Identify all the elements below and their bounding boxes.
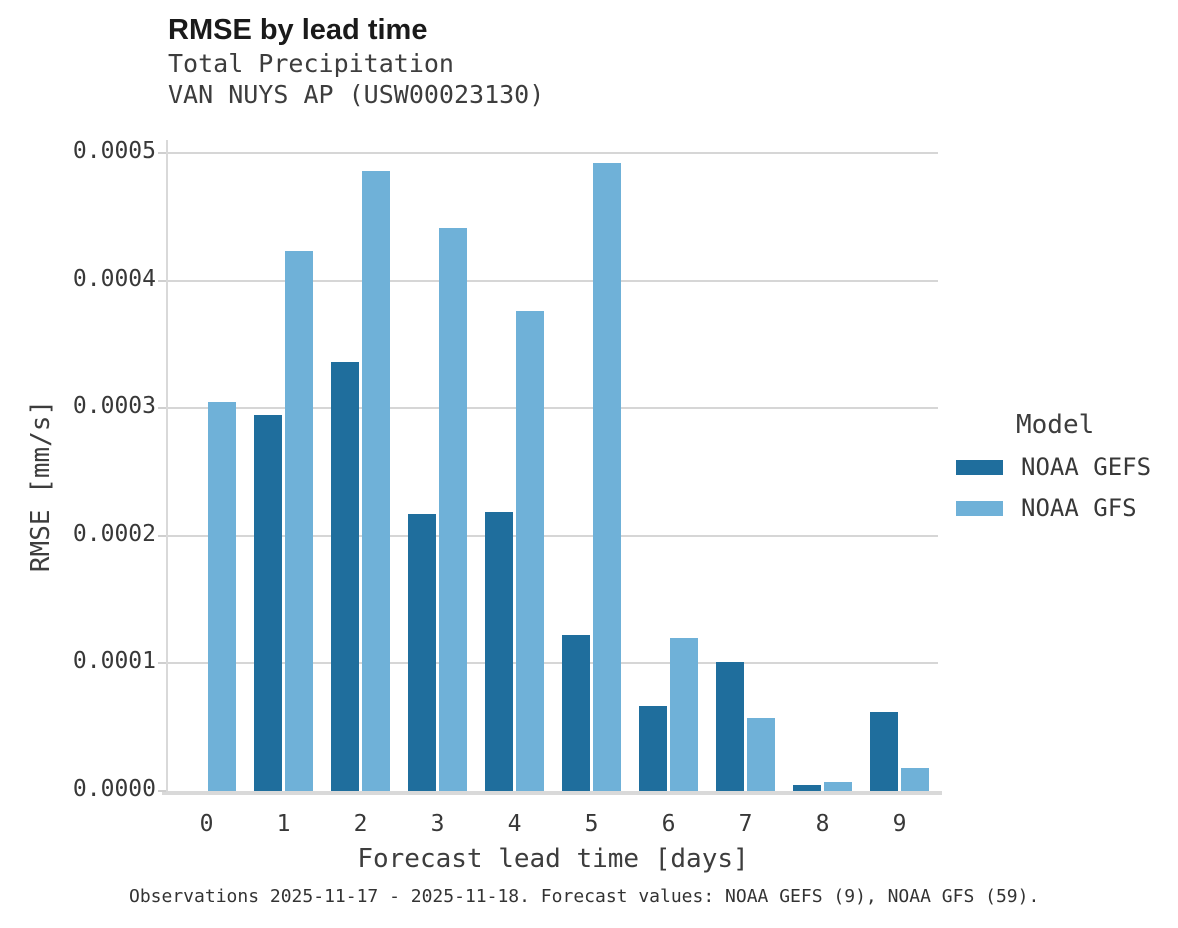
plot-area (158, 140, 942, 795)
bar-noaa-gfs-lead-9 (901, 768, 929, 791)
gridline-y-0.0001 (168, 662, 938, 665)
y-tick-label: 0.0001 (72, 648, 156, 675)
x-axis-label: Forecast lead time [days] (357, 844, 749, 874)
bar-noaa-gfs-lead-7 (747, 718, 775, 791)
y-axis-spine (166, 140, 168, 793)
bar-noaa-gefs-lead-6 (639, 706, 667, 791)
bar-noaa-gefs-lead-2 (331, 362, 359, 791)
chart-title: RMSE by lead time (168, 14, 428, 46)
legend-label-gfs: NOAA GFS (1021, 494, 1137, 522)
y-tick-mark (158, 534, 166, 537)
x-tick-label-0: 0 (199, 811, 214, 837)
y-tick-label: 0.0002 (72, 520, 156, 547)
bar-noaa-gfs-lead-1 (285, 251, 313, 791)
bar-noaa-gefs-lead-5 (562, 635, 590, 791)
bar-noaa-gefs-lead-4 (485, 512, 513, 791)
y-tick-label: 0.0005 (72, 138, 156, 164)
bar-noaa-gefs-lead-7 (716, 662, 744, 791)
caption: Observations 2025-11-17 - 2025-11-18. Fo… (129, 886, 1040, 907)
bar-noaa-gfs-lead-0 (208, 402, 236, 791)
y-tick-mark (158, 790, 166, 792)
x-tick-label-6: 6 (661, 811, 676, 837)
y-tick-mark (158, 662, 166, 665)
y-tick-mark (158, 279, 166, 282)
bar-noaa-gfs-lead-6 (670, 638, 698, 791)
x-axis-line (162, 791, 942, 795)
x-tick-label-9: 9 (892, 811, 907, 837)
y-tick-mark (158, 407, 166, 410)
x-tick-label-5: 5 (584, 811, 599, 837)
gefs-color-swatch (956, 459, 1003, 475)
legend: Model NOAA GEFS NOAA GFS (956, 410, 1151, 522)
chart-subtitle-variable: Total Precipitation (168, 49, 454, 78)
x-tick-label-3: 3 (430, 811, 445, 837)
gfs-color-swatch (956, 500, 1003, 516)
x-tick-label-2: 2 (353, 811, 368, 837)
chart-subtitle-station: VAN NUYS AP (USW00023130) (168, 80, 545, 109)
x-tick-label-1: 1 (276, 811, 291, 837)
bar-noaa-gfs-lead-3 (439, 228, 467, 791)
x-tick-label-8: 8 (815, 811, 830, 837)
bar-noaa-gfs-lead-2 (362, 171, 390, 791)
bar-noaa-gefs-lead-9 (870, 712, 898, 791)
bar-noaa-gfs-lead-4 (516, 311, 544, 791)
bar-noaa-gefs-lead-1 (254, 415, 282, 791)
y-tick-label: 0.0000 (72, 776, 156, 802)
bar-noaa-gefs-lead-3 (408, 514, 436, 791)
bar-noaa-gefs-lead-8 (793, 785, 821, 791)
y-tick-label: 0.0004 (72, 265, 156, 292)
x-tick-label-4: 4 (507, 811, 522, 837)
legend-title: Model (1016, 410, 1095, 440)
legend-item-gefs: NOAA GEFS (956, 453, 1151, 481)
x-tick-label-7: 7 (738, 811, 753, 837)
bar-noaa-gfs-lead-5 (593, 163, 621, 791)
gridline-y-0.0003 (168, 407, 938, 410)
bar-noaa-gfs-lead-8 (824, 782, 852, 791)
legend-label-gefs: NOAA GEFS (1021, 453, 1152, 481)
gridline-y-0.0004 (168, 279, 938, 282)
legend-item-gfs: NOAA GFS (956, 494, 1151, 522)
gridline-y-0.0002 (168, 534, 938, 537)
y-tick-label: 0.0003 (72, 393, 156, 420)
gridline-y-0.0005 (168, 152, 938, 154)
y-tick-mark (158, 152, 166, 154)
